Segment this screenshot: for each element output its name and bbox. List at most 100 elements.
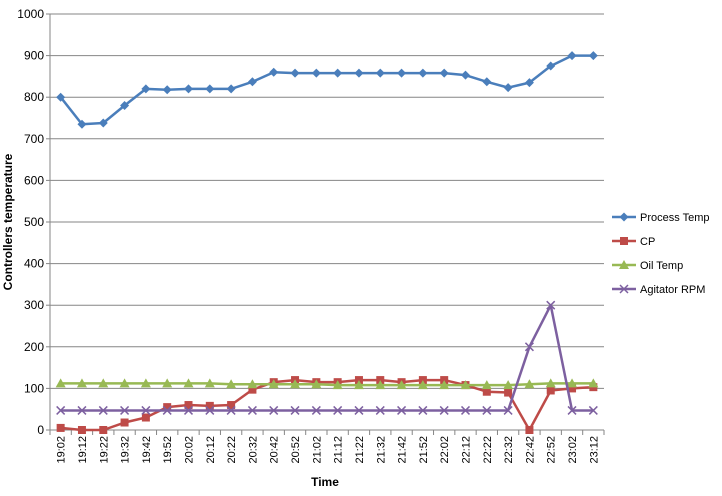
y-tick-label: 600: [24, 173, 44, 187]
data-point-oil-temp: [375, 380, 386, 390]
data-point-process-temp: [567, 51, 577, 61]
series-layer: [55, 51, 599, 434]
data-point-agitator-rpm: [503, 405, 513, 415]
data-point-process-temp: [503, 83, 513, 93]
data-point-oil-temp: [268, 379, 279, 389]
legend-item-cp: CP: [612, 236, 655, 248]
data-point-agitator-rpm: [375, 405, 385, 415]
data-point-agitator-rpm: [588, 405, 598, 415]
y-tick-label: 500: [24, 215, 44, 229]
data-point-cp: [141, 413, 150, 422]
data-point-oil-temp: [226, 379, 237, 389]
legend-label: CP: [640, 236, 655, 248]
data-point-process-temp: [56, 92, 66, 102]
x-tick-label: 19:52: [162, 436, 174, 464]
legend-marker: [619, 284, 629, 294]
legend-label: Oil Temp: [640, 260, 683, 272]
x-tick-label: 23:12: [588, 436, 600, 464]
data-point-process-temp: [77, 119, 87, 129]
data-point-oil-temp: [439, 380, 450, 390]
data-point-oil-temp: [76, 378, 87, 388]
data-point-agitator-rpm: [205, 405, 215, 415]
data-point-process-temp: [120, 101, 130, 111]
data-point-agitator-rpm: [290, 405, 300, 415]
legend-item-process-temp: Process Temp: [612, 212, 710, 224]
x-tick-label: 19:02: [56, 436, 68, 464]
data-point-oil-temp: [183, 378, 194, 388]
data-point-process-temp: [226, 84, 236, 94]
x-tick-label: 20:42: [269, 436, 281, 464]
data-point-agitator-rpm: [77, 405, 87, 415]
data-point-cp: [77, 426, 86, 434]
data-point-oil-temp: [545, 378, 556, 388]
series-line-agitator-rpm: [60, 303, 594, 412]
x-tick-label: 22:02: [439, 436, 451, 464]
series-line-oil-temp: [60, 382, 594, 387]
x-tick-label: 22:42: [524, 436, 536, 464]
data-point-oil-temp: [396, 380, 407, 390]
data-point-agitator-rpm: [546, 300, 556, 310]
y-tick-label: 1000: [17, 7, 44, 21]
data-point-agitator-rpm: [482, 405, 492, 415]
data-point-cp: [205, 401, 214, 410]
series-line-cp: [60, 378, 594, 432]
data-point-oil-temp: [140, 378, 151, 388]
data-point-process-temp: [482, 77, 492, 87]
data-point-oil-temp: [332, 380, 343, 390]
data-point-process-temp: [184, 84, 193, 94]
y-tick-label: 100: [24, 381, 44, 395]
data-point-cp: [248, 385, 257, 394]
data-point-agitator-rpm: [183, 405, 194, 415]
legend-label: Process Temp: [640, 212, 710, 224]
data-point-oil-temp: [204, 378, 215, 388]
x-tick-label: 19:12: [77, 436, 89, 464]
y-axis-title: Controllers temperature: [1, 153, 15, 290]
data-point-agitator-rpm: [311, 405, 321, 415]
data-point-process-temp: [269, 67, 279, 77]
data-point-process-temp: [418, 68, 428, 78]
data-point-process-temp: [98, 118, 108, 128]
data-point-agitator-rpm: [397, 405, 407, 415]
data-point-agitator-rpm: [333, 405, 343, 415]
x-axis-title: Time: [311, 475, 339, 489]
x-tick-label: 22:22: [482, 436, 494, 464]
data-point-oil-temp: [353, 380, 364, 390]
data-point-process-temp: [375, 68, 385, 78]
x-tick-label: 21:42: [397, 436, 409, 464]
x-tick-label: 22:12: [461, 436, 473, 464]
data-point-oil-temp: [55, 378, 66, 388]
series-line-process-temp: [59, 54, 594, 126]
data-point-process-temp: [290, 68, 300, 78]
legend-marker: [619, 212, 629, 222]
data-point-cp: [163, 403, 172, 412]
data-point-agitator-rpm: [439, 405, 449, 415]
data-point-oil-temp: [481, 380, 492, 390]
data-point-agitator-rpm: [56, 405, 66, 415]
data-point-agitator-rpm: [247, 405, 257, 415]
data-point-cp: [504, 388, 513, 397]
data-point-agitator-rpm: [141, 405, 151, 415]
x-tick-label: 21:22: [354, 436, 366, 464]
data-point-oil-temp: [503, 380, 514, 390]
data-point-cp: [99, 426, 108, 434]
data-point-process-temp: [333, 68, 343, 78]
x-tick-label: 20:02: [184, 436, 196, 464]
x-tick-label: 20:22: [226, 436, 238, 464]
series-oil-temp: [55, 378, 599, 390]
data-point-cp: [525, 426, 534, 434]
gridlines: [50, 13, 604, 389]
x-tick-label: 20:52: [290, 436, 302, 464]
data-point-agitator-rpm: [460, 405, 471, 415]
data-point-process-temp: [311, 68, 321, 78]
y-tick-label: 800: [24, 90, 44, 104]
x-tick-label: 19:22: [98, 436, 110, 464]
data-point-oil-temp: [119, 378, 130, 388]
x-tick-label: 21:52: [418, 436, 430, 464]
y-tick-label: 700: [24, 132, 44, 146]
legend-marker: [620, 237, 628, 245]
data-point-process-temp: [524, 78, 534, 88]
data-point-oil-temp: [417, 380, 428, 390]
data-point-process-temp: [546, 61, 556, 71]
legend-item-oil-temp: Oil Temp: [612, 260, 683, 272]
